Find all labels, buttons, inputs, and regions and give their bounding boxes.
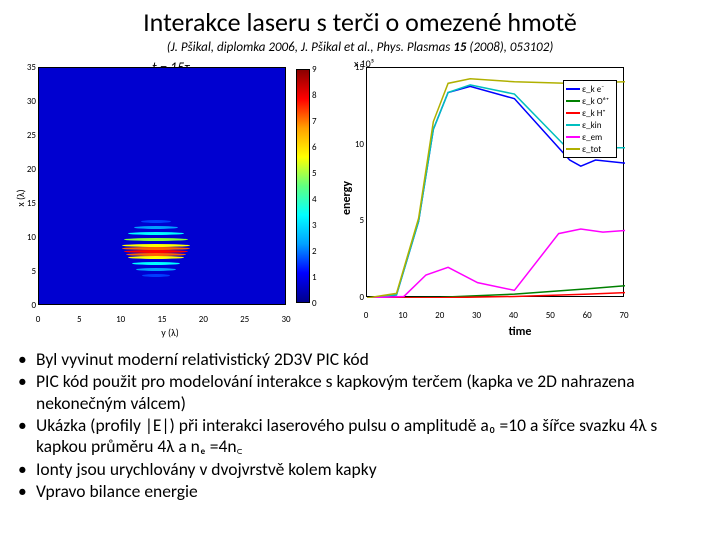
colorbar-tick: 1 [312,272,317,283]
heatmap-xtick: 5 [77,314,82,325]
heatmap-xtick: 10 [116,314,125,325]
heatmap-ytick: 30 [24,96,36,107]
energy-axes: ε_k e⁻ε_k O⁶⁺ε_k H⁺ε_kinε_emε_tot [366,67,624,297]
citation-pre: (J. Pšikal, diplomka 2006, J. Pšikal et … [167,40,454,55]
heatmap-ytick: 20 [24,164,36,175]
colorbar-tick: 7 [312,116,317,127]
heatmap-blob [121,220,191,276]
energy-ytick: 0 [350,292,364,303]
page-title: Interakce laseru s terči o omezené hmotě [0,0,720,38]
energy-xtick: 60 [583,310,592,321]
energy-ytick: 5 [350,215,364,226]
legend-item: ε_k O⁶⁺ [566,95,614,107]
heatmap-ytick: 25 [24,130,36,141]
heatmap-xtick: 25 [240,314,249,325]
heatmap-ytick: 5 [24,266,36,277]
energy-xtick: 40 [509,310,518,321]
bullet-list: Byl vyvinut moderní relativistický 2D3V … [0,339,720,502]
bullet-item: Byl vyvinut moderní relativistický 2D3V … [36,349,700,370]
colorbar-tick: 6 [312,142,317,153]
energy-xtick: 50 [546,310,555,321]
energy-xlabel: time [509,325,532,339]
energy-ylabel: energy [340,181,354,215]
colorbar-tick: 8 [312,90,317,101]
heatmap-xtick: 30 [281,314,290,325]
energy-xtick: 30 [472,310,481,321]
citation: (J. Pšikal, diplomka 2006, J. Pšikal et … [0,38,720,57]
energy-xtick: 20 [435,310,444,321]
colorbar-tick: 0 [312,298,317,309]
heatmap-ytick: 15 [24,198,36,209]
heatmap-xtick: 20 [199,314,208,325]
legend-item: ε_k e⁻ [566,83,614,95]
energy-chart-figure: x 10⁵ ε_k e⁻ε_k O⁶⁺ε_k H⁺ε_kinε_emε_tot … [330,57,710,339]
energy-legend: ε_k e⁻ε_k O⁶⁺ε_k H⁺ε_kinε_emε_tot [563,80,617,158]
energy-xtick: 70 [619,310,628,321]
energy-ytick: 10 [350,139,364,150]
heatmap-xtick: 0 [36,314,41,325]
legend-item: ε_kin [566,119,614,131]
bullet-item: Ionty jsou urychlovány v dvojvrstvě kole… [36,459,700,480]
legend-item: ε_tot [566,143,614,155]
colorbar-tick: 3 [312,220,317,231]
colorbar-tick: 5 [312,168,317,179]
colorbar-tick: 2 [312,246,317,257]
colorbar [296,69,310,303]
heatmap-ytick: 10 [24,232,36,243]
colorbar-tick: 9 [312,64,317,75]
citation-post: (2008), 053102) [466,40,553,55]
legend-item: ε_k H⁺ [566,107,614,119]
bullet-item: Ukázka (profily |E|) při interakci laser… [36,415,700,458]
bullet-item: Vpravo bilance energie [36,481,700,502]
heatmap-xlabel: y (λ) [161,326,178,339]
citation-volume: 15 [453,40,466,55]
heatmap-ytick: 0 [24,300,36,311]
energy-ytick: 15 [350,62,364,73]
heatmap-axes [38,67,286,305]
bullet-item: PIC kód použit pro modelování interakce … [36,371,700,414]
heatmap-xtick: 15 [157,314,166,325]
heatmap-figure: 0123456789 x (λ) y (λ) 05101520253035 05… [10,57,330,339]
energy-xtick: 10 [398,310,407,321]
colorbar-tick: 4 [312,194,317,205]
heatmap-ytick: 35 [24,62,36,73]
energy-xtick: 0 [364,310,369,321]
legend-item: ε_em [566,131,614,143]
